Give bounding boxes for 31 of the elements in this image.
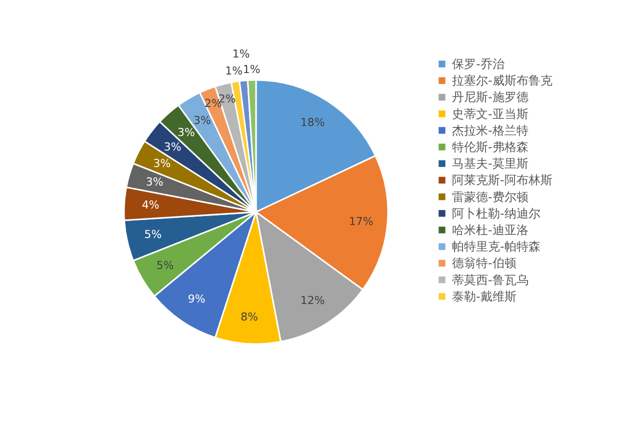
legend-label: 帕特里克-帕特森	[452, 240, 540, 254]
legend-label: 阿莱克斯-阿布林斯	[452, 173, 552, 188]
data-label: 3%	[146, 176, 164, 189]
data-label: 1%	[225, 64, 243, 78]
legend-label: 阿卜杜勒-纳迪尔	[452, 206, 540, 220]
legend-label: 哈米杜-迪亚洛	[452, 223, 528, 237]
legend-label: 德翁特-伯顿	[452, 256, 516, 270]
legend-label: 拉塞尔-威斯布鲁克	[452, 74, 552, 88]
data-label: 8%	[240, 310, 258, 324]
data-label: 9%	[188, 292, 206, 306]
data-label: 18%	[300, 116, 325, 129]
data-label: 5%	[156, 258, 174, 272]
data-label: 1%	[232, 48, 250, 61]
data-label: 3%	[153, 157, 171, 170]
data-label: 12%	[300, 294, 325, 308]
legend-label: 特伦斯-弗格森	[452, 140, 528, 154]
legend-label: 泰勒-戴维斯	[452, 289, 516, 304]
legend-label: 史蒂文-亚当斯	[452, 106, 528, 121]
legend-label: 马基夫-莫里斯	[452, 156, 528, 171]
data-label: 3%	[194, 114, 211, 128]
legend-label: 雷蒙德-费尔顿	[452, 190, 528, 204]
data-label: 5%	[144, 228, 162, 242]
legend-label: 蒂莫西-鲁瓦乌	[452, 272, 528, 287]
data-label: 3%	[177, 126, 195, 139]
legend-label: 杰拉米-格兰特	[452, 123, 528, 138]
legend-label: 保罗-乔治	[452, 57, 504, 71]
data-label: 17%	[348, 214, 374, 228]
data-label: 1%	[242, 63, 260, 76]
data-label: 4%	[142, 198, 160, 212]
data-label: 3%	[164, 140, 182, 154]
legend-label: 丹尼斯-施罗德	[452, 90, 528, 104]
